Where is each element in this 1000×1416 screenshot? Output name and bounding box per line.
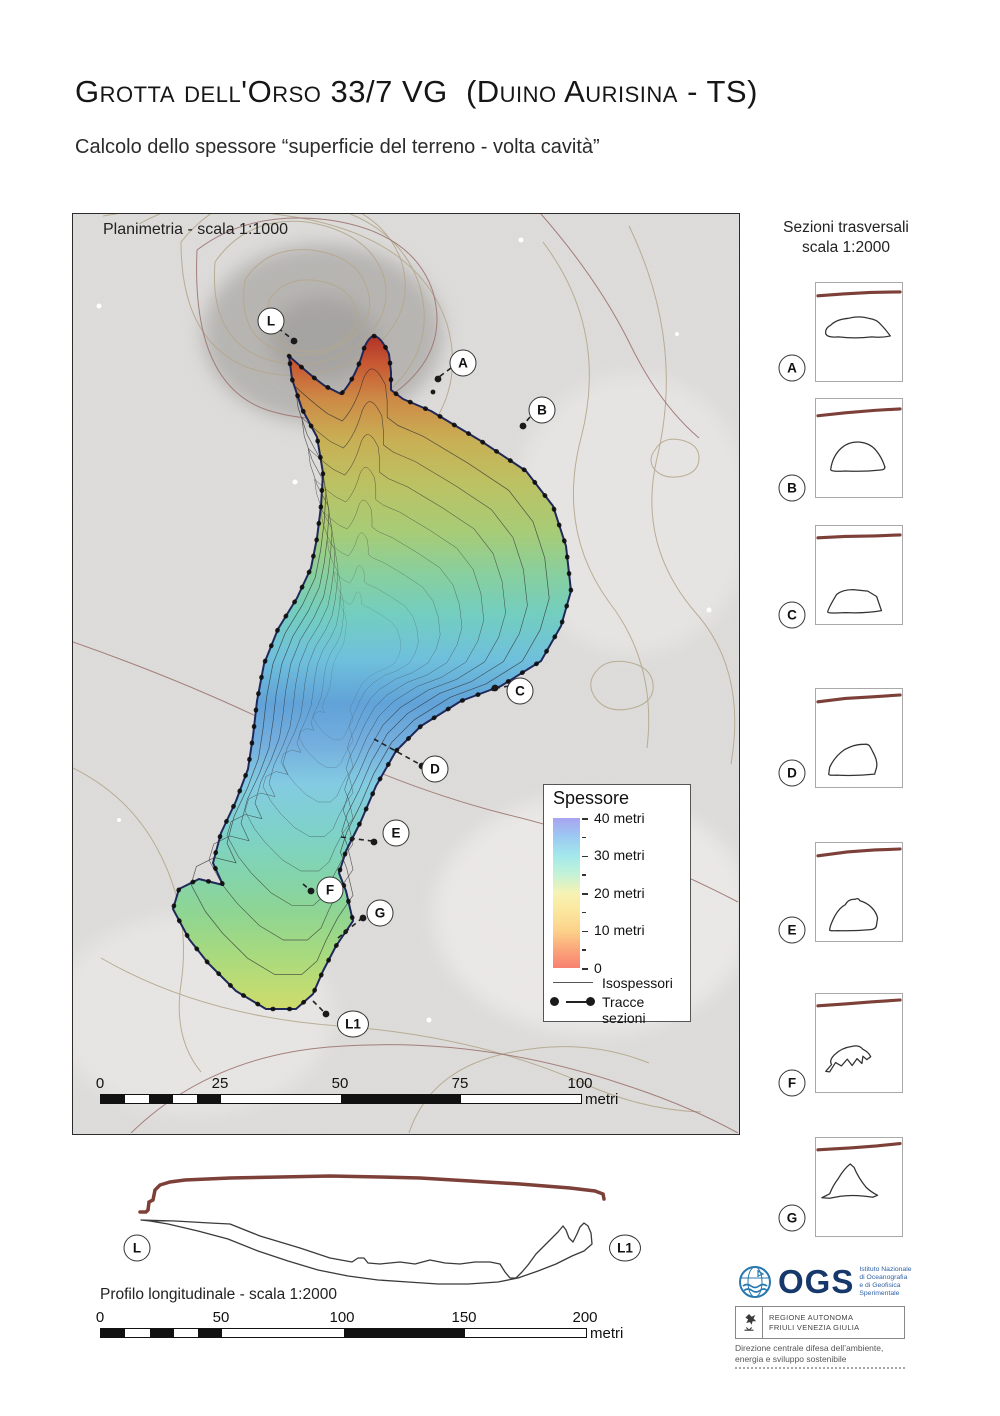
sections-header-line2: scala 1:2000 <box>802 239 890 256</box>
planimetry-map-graphic <box>73 214 738 1133</box>
cave-cross-section <box>825 1045 872 1073</box>
scalebar-tick-label: 25 <box>211 1075 229 1092</box>
cave-cross-section <box>821 1163 879 1199</box>
legend-color-bar <box>553 818 580 968</box>
legend-tick-label: 20 metri <box>594 885 645 901</box>
isolines-label: Isospessori <box>602 975 673 991</box>
map-marker-L: L <box>257 307 285 335</box>
section-box-B <box>815 398 903 498</box>
page-subtitle: Calcolo dello spessore “superficie del t… <box>75 136 600 158</box>
scalebar-tick-label: 0 <box>95 1075 105 1092</box>
map-scalebar <box>100 1094 582 1104</box>
trace-symbol-dot <box>586 997 595 1006</box>
map-scale-label: Planimetria - scala 1:1000 <box>103 221 288 238</box>
legend-tick-minor <box>582 949 586 951</box>
surface-line <box>816 847 902 858</box>
ogs-logo: OGS Istituto Nazionale di Oceanografia e… <box>737 1264 912 1300</box>
profile-marker-L1: L1 <box>609 1234 641 1262</box>
legend-tick <box>582 855 588 857</box>
sections-header-line1: Sezioni trasversali <box>783 219 909 236</box>
profile-scalebar-tick-label: 50 <box>212 1309 230 1326</box>
planimetry-map: Planimetria - scala 1:1000 Spessore 40 m… <box>72 213 740 1135</box>
profile-scalebar-tick-label: 100 <box>329 1309 355 1326</box>
profile-scalebar-tick-label: 200 <box>572 1309 598 1326</box>
legend-tick <box>582 818 588 820</box>
legend-tick-label: 0 <box>594 960 602 976</box>
section-letter-C: C <box>778 601 806 629</box>
sections-header: Sezioni trasversali scala 1:2000 <box>765 218 927 258</box>
legend-tick-minor <box>582 836 586 839</box>
region-dotted-divider <box>735 1367 905 1369</box>
section-letter-D: D <box>778 759 806 787</box>
profile-cave-outline <box>140 1219 593 1285</box>
longitudinal-profile-graphic <box>138 1174 606 1285</box>
ogs-globe-icon <box>739 1266 771 1298</box>
legend-tick <box>582 968 588 970</box>
scalebar-tick-label: 100 <box>567 1075 593 1092</box>
profile-scalebar <box>100 1328 587 1338</box>
map-marker-D: D <box>421 755 449 783</box>
page-title: Grotta dell'Orso 33/7 VG (Duino Aurisina… <box>75 74 758 109</box>
section-letter-B: B <box>778 474 806 502</box>
map-marker-C: C <box>506 677 534 705</box>
traces-label: Tracce sezioni <box>602 994 646 1026</box>
section-box-A <box>815 282 903 382</box>
legend-tick-minor <box>582 911 586 914</box>
section-box-E <box>815 842 903 942</box>
legend-tick <box>582 893 588 895</box>
cave-cross-section <box>825 316 891 339</box>
cave-cross-section <box>830 441 886 472</box>
section-letter-F: F <box>778 1069 806 1097</box>
scalebar-tick-label: 50 <box>331 1075 349 1092</box>
profile-label: Profilo longitudinale - scala 1:2000 <box>100 1286 337 1303</box>
trace-symbol-line <box>566 1001 592 1003</box>
legend-tick-label: 10 metri <box>594 922 645 938</box>
region-department: Direzione centrale difesa dell’ambiente,… <box>735 1343 884 1364</box>
surface-line <box>816 693 902 704</box>
region-name: REGIONE AUTONOMA FRIULI VENEZIA GIULIA <box>769 1313 860 1332</box>
profile-marker-L: L <box>123 1234 151 1262</box>
scalebar-tick-label: 75 <box>451 1075 469 1092</box>
cave-cross-section <box>828 743 878 777</box>
section-letter-E: E <box>778 916 806 944</box>
legend-tick-minor <box>582 874 586 876</box>
cave-cross-section <box>827 589 883 614</box>
section-box-D <box>815 688 903 788</box>
cave-cross-section <box>829 897 879 932</box>
surface-line <box>816 1141 902 1152</box>
section-box-G <box>815 1137 903 1237</box>
region-emblem-icon <box>736 1307 763 1338</box>
profile-scalebar-tick-label: 150 <box>451 1309 477 1326</box>
surface-line <box>816 533 902 540</box>
map-marker-E: E <box>382 819 410 847</box>
surface-line <box>816 290 902 298</box>
isolines-symbol <box>553 982 593 983</box>
profile-scalebar-tick-label: 0 <box>95 1309 105 1326</box>
profile-surface-line <box>138 1174 606 1214</box>
section-letter-G: G <box>778 1204 806 1232</box>
section-box-F <box>815 993 903 1093</box>
legend-title: Spessore <box>553 788 630 808</box>
map-marker-F: F <box>316 876 344 904</box>
map-marker-L1: L1 <box>337 1010 369 1038</box>
legend: Spessore 40 metri 30 metri 20 metri 10 m… <box>543 784 691 1026</box>
section-letter-A: A <box>778 354 806 382</box>
region-logo: REGIONE AUTONOMA FRIULI VENEZIA GIULIA <box>735 1306 905 1339</box>
section-box-C <box>815 525 903 625</box>
surface-line <box>816 998 902 1008</box>
trace-end-dots <box>290 337 527 1018</box>
map-marker-B: B <box>528 396 556 424</box>
surface-line <box>816 407 902 418</box>
map-scalebar-unit: metri <box>585 1091 619 1108</box>
legend-tick <box>582 930 588 932</box>
legend-tick-label: 40 metri <box>594 810 645 826</box>
ogs-name: Istituto Nazionale di Oceanografia e di … <box>859 1266 912 1297</box>
trace-symbol-dot <box>550 997 559 1006</box>
ogs-acronym: OGS <box>778 1263 855 1300</box>
profile-scalebar-unit: metri <box>590 1325 624 1342</box>
legend-tick-label: 30 metri <box>594 847 645 863</box>
map-marker-A: A <box>449 349 477 377</box>
map-marker-G: G <box>366 899 394 927</box>
